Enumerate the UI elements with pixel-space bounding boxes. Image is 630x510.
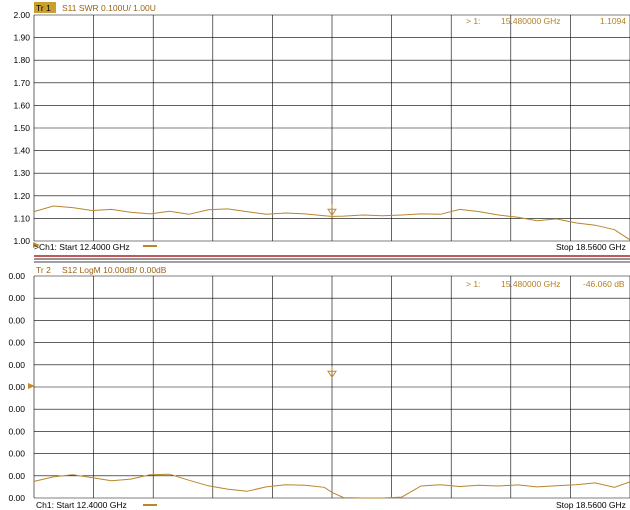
y-tick-label: 0.00 [8,426,25,436]
trace-label-top: Tr 1 [36,3,51,13]
marker-triangle[interactable] [327,370,337,379]
start-freq-bottom: Ch1: Start 12.4000 GHz [36,500,127,510]
y-tick-label: 0.00 [8,293,25,303]
y-tick-label: 0.00 [8,471,25,481]
y-tick-label: 1.20 [13,191,30,201]
y-tick-label: 1.30 [13,168,30,178]
y-tick-label: 0.00 [8,382,25,392]
trace-label-bottom[interactable]: Tr 2 [36,265,51,275]
grid-bottom [33,275,630,499]
marker-index-bottom: > 1: [466,279,480,289]
marker-index-top: > 1: [466,16,480,26]
y-tick-label: 0.00 [8,404,25,414]
y-tick-label: 2.00 [13,10,30,20]
y-tick-label: 1.60 [13,100,30,110]
trace-badge-top[interactable] [34,2,56,13]
trace-s12-logm [33,473,630,499]
trace-s11-swr [33,205,630,241]
y-tick-label: 0.00 [8,493,25,503]
y-tick-label: 1.70 [13,78,30,88]
marker-freq-top: 15.480000 GHz [501,16,561,26]
y-tick-label: 0.00 [8,338,25,348]
y-tick-label: 1.90 [13,33,30,43]
y-tick-label: 0.00 [8,360,25,370]
grid-top [33,14,630,242]
trace-header-bottom: S12 LogM 10.00dB/ 0.00dB [62,265,167,275]
marker-1-top[interactable] [327,204,337,217]
y-axis-bottom: 0.00 0.00 0.00 0.00 0.00 0.00 0.00 0.00 0.00 0.00… [8,271,25,503]
reference-arrow-top [33,242,40,248]
reference-arrow-bottom [28,383,35,389]
marker-value-bottom: -46.060 dB [583,279,625,289]
y-tick-label: 1.80 [13,55,30,65]
y-tick-label: 1.10 [13,213,30,223]
marker-triangle[interactable] [327,208,337,217]
y-tick-label: 0.00 [8,271,25,281]
marker-freq-bottom: 15.480000 GHz [501,279,561,289]
y-tick-label: 0.00 [8,315,25,325]
trace-header-top: S11 SWR 0.100U/ 1.00U [62,3,156,13]
y-tick-label: 1.00 [13,236,30,246]
marker-1-bottom[interactable] [327,366,337,379]
start-freq-top: >Ch1: Start 12.4000 GHz [34,242,130,252]
y-tick-label: 1.50 [13,123,30,133]
marker-value-top: 1.1094 [600,16,626,26]
y-tick-label: 1.40 [13,146,30,156]
y-axis-top: 2.00 1.90 1.80 1.70 1.60 1.50 1.40 1.30 1.20 1.10… [13,10,30,246]
y-tick-label: 0.00 [8,449,25,459]
stop-freq-top: Stop 18.5600 GHz [556,242,626,252]
stop-freq-bottom: Stop 18.5600 GHz [556,500,626,510]
